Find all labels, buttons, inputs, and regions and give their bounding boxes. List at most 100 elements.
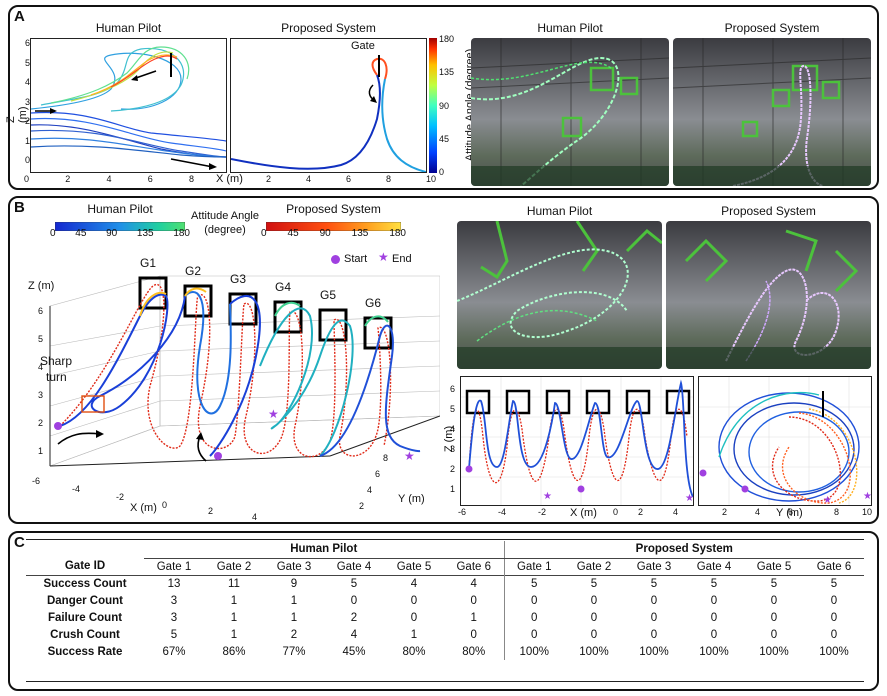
b-gate-label: G2 [185,264,202,278]
b-xz-plot: ★ ★ [460,376,694,506]
b-yticks: 8 6 4 2 [335,453,395,523]
a-photo-right-title: Proposed System [724,21,820,35]
human-cell: 1 [230,611,238,624]
a-right-plot: Gate [230,38,427,173]
human-cell: 9 [290,577,298,590]
human-cell: 1 [230,628,238,641]
proposed-cell: 5 [770,577,778,590]
ytick: 6 [24,38,30,48]
ytick: 2 [359,501,365,511]
b-gate-label: G5 [320,288,337,302]
b-sharp-turn-1: Sharp [40,354,73,368]
human-cell: 13 [167,577,181,590]
ytick: 8 [383,453,389,463]
table-bottom-rule [26,681,864,682]
gate-id-header: Gate ID [64,560,106,573]
xtick: 0 [613,507,619,517]
b-legend-center-2: (degree) [204,224,246,236]
a-photo-left [471,38,669,186]
human-cell: 0 [350,594,358,607]
a-colorbar [429,38,437,173]
ytick: 5 [24,57,30,68]
b-yz-plot: ★ ★ [698,376,872,506]
gate-header: Gate 4 [696,560,732,573]
table-gate-header-row: Gate ID Gate 1 Gate 2 Gate 3 Gate 4 Gate… [26,558,864,575]
results-table: Human Pilot Proposed System Gate ID Gate… [26,541,864,660]
human-cell: 4 [410,577,418,590]
ztick: 5 [38,334,44,344]
human-cell: 0 [410,611,418,624]
group-human-header: Human Pilot [144,541,504,559]
b-gate-label: G6 [365,296,382,310]
gate-header: Gate 1 [156,560,192,573]
gate-header: Gate 2 [216,560,252,573]
b-start-marker [331,255,340,264]
row-label: Success Rate [47,645,123,658]
ytick: 0 [24,155,30,165]
ytick: 4 [24,77,30,87]
human-cell: 5 [170,628,178,641]
table-blank-cell [26,541,144,558]
proposed-cell: 100% [503,643,564,660]
proposed-cell: 100% [759,645,789,658]
panel-b: B Human Pilot 0 45 90 135 180 Attitude A… [8,196,879,524]
b-xz-xticks: -6 -4 -2 0 2 4 [458,507,688,521]
b-yz-xlabel: Y (m) [776,507,803,519]
human-cell: 67% [162,645,186,658]
xtick: 2 [638,507,644,517]
ztick: 2 [38,418,44,428]
b-photo-left [457,221,662,369]
ytick: 3 [450,444,456,454]
human-cell: 3 [170,594,178,607]
b-end-label: End [392,253,412,265]
ytick: 6 [375,469,381,479]
table-row: Danger Count 3 1 1 0 0 0 0 0 0 0 0 0 [26,592,864,609]
xtick: 4 [673,507,679,517]
b-xlabel: X (m) [130,502,157,514]
proposed-cell: 0 [710,628,718,641]
a-photo-left-title: Human Pilot [537,21,603,35]
xtick: 6 [345,174,351,184]
ztick: 4 [38,362,44,372]
proposed-cell: 5 [503,575,564,592]
a-colorbar-ticks: 180 135 90 45 0 [439,34,455,179]
b-gate-label: G4 [275,280,292,294]
human-cell: 0 [470,628,477,641]
gate-header: Gate 4 [336,560,372,573]
proposed-cell: 0 [503,626,564,643]
xtick: -4 [498,507,507,517]
table-row: Success Rate 67% 86% 77% 45% 80% 80% 100% 100% 10… [26,643,864,660]
proposed-cell: 0 [770,611,778,624]
svg-text:★: ★ [863,491,871,502]
proposed-cell: 0 [830,594,838,607]
a-left-yticks: 6 5 4 3 2 1 0 [22,34,30,179]
b-end-icon: ★ [378,250,389,264]
proposed-cell: 0 [590,628,598,641]
a-left-plot [30,38,227,173]
ytick: 2 [450,464,456,474]
svg-text:★: ★ [404,449,415,463]
xtick: 2 [722,507,728,517]
panel-b-label: B [14,199,25,216]
proposed-cell: 0 [590,611,598,624]
ytick: 5 [450,404,456,414]
group-proposed-header: Proposed System [503,541,864,559]
human-cell: 2 [350,611,358,624]
b-legend-center-1: Attitude Angle [191,210,259,222]
proposed-cell: 0 [650,611,658,624]
svg-text:★: ★ [268,407,279,421]
proposed-cell: 100% [579,645,609,658]
legend-tick: 45 [287,228,299,239]
row-label: Failure Count [47,611,123,624]
xtick: 4 [755,507,761,517]
a-right-xticks: 2 4 6 8 10 [266,174,436,184]
xtick: 6 [788,507,794,517]
row-label: Danger Count [46,594,124,607]
xtick: 8 [834,507,840,517]
a-gate-label: Gate [351,40,375,52]
proposed-cell: 5 [590,577,598,590]
human-cell: 3 [170,611,178,624]
legend-tick: 135 [136,228,154,239]
proposed-cell: 5 [710,577,718,590]
ztick: 1 [38,446,44,456]
